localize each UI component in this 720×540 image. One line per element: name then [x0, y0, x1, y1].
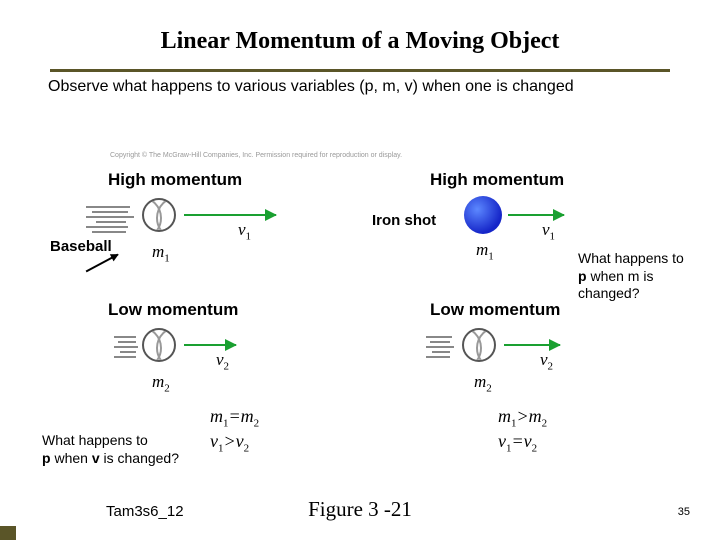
speed-lines [86, 206, 134, 236]
figure-number: Figure 3 -21 [0, 497, 720, 522]
v-label: v2 [540, 350, 553, 372]
velocity-arrow [504, 344, 560, 346]
baseball-icon [142, 328, 176, 362]
panel-top-left: High momentum v1 Baseball m1 [80, 170, 350, 190]
slide-title: Linear Momentum of a Moving Object [0, 0, 720, 55]
baseball-icon [142, 198, 176, 232]
velocity-arrow [184, 344, 236, 346]
v-label: v1 [238, 220, 251, 242]
slide-subtitle: Observe what happens to various variable… [0, 78, 720, 96]
panel-label: Low momentum [108, 300, 350, 320]
m-label: m1 [476, 240, 494, 262]
annotation-right: What happens to p when m is changed? [578, 250, 708, 303]
figure-area: Copyright © The McGraw-Hill Companies, I… [80, 152, 640, 432]
equations-left: m1=m2 v1>v2 [210, 406, 259, 456]
corner-marker [0, 526, 16, 540]
speed-lines [426, 336, 454, 361]
baseball-icon [462, 328, 496, 362]
slide-number: 35 [678, 506, 690, 518]
panel-bottom-right: Low momentum v2 m2 [390, 300, 640, 320]
panel-bottom-left: Low momentum v2 m2 [80, 300, 350, 320]
v-label: v2 [216, 350, 229, 372]
panel-label: High momentum [108, 170, 350, 190]
panel-label: Low momentum [430, 300, 640, 320]
m-label: m2 [474, 372, 492, 394]
equations-right: m1>m2 v1=v2 [498, 406, 547, 456]
velocity-arrow [508, 214, 564, 216]
annotation-left: What happens to p when v is changed? [42, 432, 179, 467]
panel-label: High momentum [430, 170, 640, 190]
copyright-text: Copyright © The McGraw-Hill Companies, I… [80, 152, 640, 159]
m-label: m1 [152, 242, 170, 264]
ironshot-icon [464, 196, 502, 234]
velocity-arrow [184, 214, 276, 216]
v-label: v1 [542, 220, 555, 242]
object-label: Iron shot [372, 212, 436, 229]
object-label: Baseball [50, 238, 112, 255]
m-label: m2 [152, 372, 170, 394]
panel-top-right: High momentum v1 Iron shot m1 [390, 170, 640, 190]
accent-bar [50, 69, 670, 72]
speed-lines [114, 336, 138, 361]
